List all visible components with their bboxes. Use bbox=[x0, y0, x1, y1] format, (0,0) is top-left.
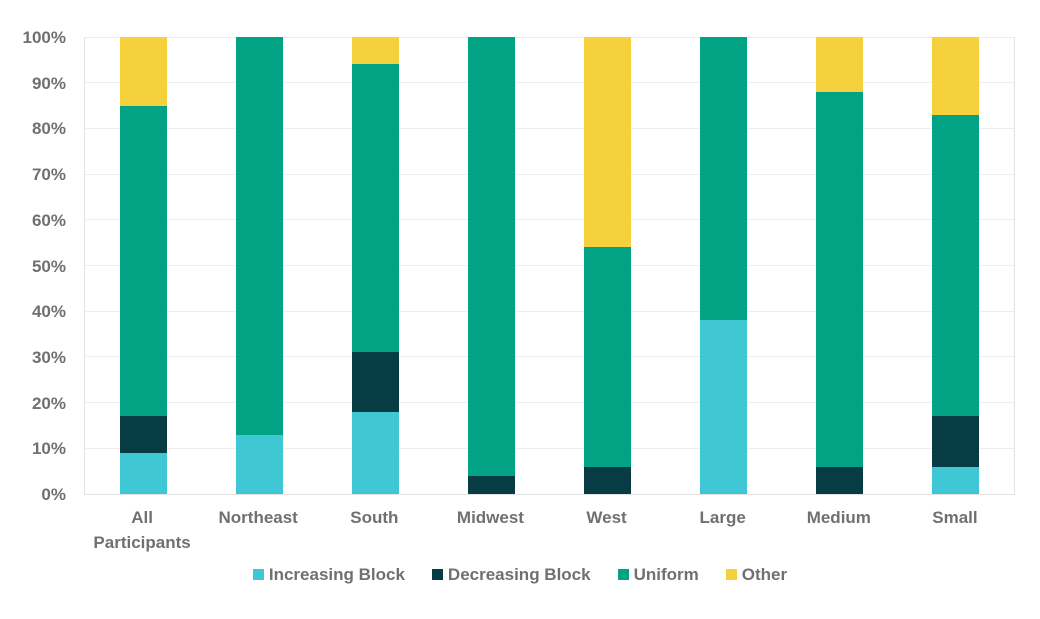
bar-column-south bbox=[351, 37, 399, 494]
legend-label: Other bbox=[741, 565, 788, 584]
bar-column-small bbox=[932, 37, 980, 494]
bar-column-northeast bbox=[235, 37, 283, 494]
bar-segment-decreasing-block bbox=[816, 466, 864, 494]
bar-segment-uniform bbox=[467, 37, 515, 476]
bar-segment-increasing-block bbox=[119, 452, 167, 494]
y-axis-tick-label: 50% bbox=[31, 256, 66, 276]
y-axis-tick-label: 10% bbox=[31, 439, 66, 459]
gridline bbox=[85, 447, 1014, 449]
bar-column-all-participants bbox=[119, 37, 167, 494]
legend-swatch-other bbox=[725, 569, 737, 580]
plot-area bbox=[84, 36, 1015, 495]
bar-segment-increasing-block bbox=[235, 434, 283, 494]
x-axis-category-label: All Participants bbox=[93, 508, 191, 552]
y-axis-tick-label: 100% bbox=[22, 28, 66, 47]
bar-segment-decreasing-block bbox=[584, 466, 632, 494]
bar-segment-uniform bbox=[816, 91, 864, 467]
gridline bbox=[85, 310, 1014, 312]
y-axis-tick-label: 0% bbox=[41, 485, 66, 504]
gridline bbox=[85, 219, 1014, 221]
legend-item-increasing-block: Increasing Block bbox=[252, 565, 405, 584]
legend-item-other: Other bbox=[725, 565, 788, 584]
gridline bbox=[85, 356, 1014, 358]
bar-segment-decreasing-block bbox=[932, 416, 980, 467]
y-axis-tick-label: 80% bbox=[31, 119, 66, 139]
x-axis-category-label: Large bbox=[699, 508, 746, 527]
x-axis-category-label: Small bbox=[932, 508, 978, 527]
x-axis-category-label: Midwest bbox=[456, 508, 524, 527]
bar-column-medium bbox=[816, 37, 864, 494]
gridline bbox=[85, 36, 1014, 38]
legend: Increasing Block Decreasing Block Uniform O… bbox=[0, 566, 1040, 583]
bar-segment-uniform bbox=[700, 37, 748, 321]
y-axis-tick-label: 70% bbox=[31, 165, 66, 185]
bar-segment-decreasing-block bbox=[351, 352, 399, 412]
gridline bbox=[85, 82, 1014, 84]
y-axis-tick-label: 30% bbox=[31, 347, 66, 367]
legend-swatch-increasing-block bbox=[252, 569, 264, 580]
y-axis-tick-label: 60% bbox=[31, 210, 66, 230]
x-axis-category-label: Medium bbox=[806, 508, 871, 527]
bar-segment-increasing-block bbox=[700, 320, 748, 494]
bar-column-west bbox=[584, 37, 632, 494]
gridline bbox=[85, 173, 1014, 175]
x-axis-category-label: South bbox=[350, 508, 399, 527]
bar-segment-decreasing-block bbox=[119, 416, 167, 453]
bar-segment-other bbox=[932, 37, 980, 115]
bar-column-midwest bbox=[467, 37, 515, 494]
gridline bbox=[85, 127, 1014, 129]
legend-swatch-uniform bbox=[617, 569, 629, 580]
legend-label: Increasing Block bbox=[268, 565, 405, 584]
legend-swatch-decreasing-block bbox=[431, 569, 443, 580]
x-axis-category-label: Northeast bbox=[218, 508, 298, 527]
bar-segment-other bbox=[816, 37, 864, 92]
legend-item-decreasing-block: Decreasing Block bbox=[431, 565, 591, 584]
bar-segment-uniform bbox=[351, 64, 399, 353]
gridline bbox=[85, 402, 1014, 404]
bar-segment-other bbox=[351, 37, 399, 65]
bar-segment-uniform bbox=[932, 114, 980, 417]
bar-segment-other bbox=[584, 37, 632, 248]
x-axis-category-label: West bbox=[586, 508, 627, 527]
bar-segment-uniform bbox=[235, 37, 283, 435]
bar-segment-decreasing-block bbox=[467, 475, 515, 494]
bar-segment-uniform bbox=[584, 247, 632, 467]
legend-label: Uniform bbox=[633, 565, 699, 584]
y-axis-tick-label: 40% bbox=[31, 302, 66, 322]
legend-item-uniform: Uniform bbox=[617, 565, 699, 584]
bar-segment-increasing-block bbox=[351, 411, 399, 494]
bar-segment-increasing-block bbox=[932, 466, 980, 494]
bar-column-large bbox=[700, 37, 748, 494]
legend-label: Decreasing Block bbox=[447, 565, 591, 584]
y-axis-tick-label: 20% bbox=[31, 393, 66, 413]
gridline bbox=[85, 265, 1014, 266]
y-axis-tick-label: 90% bbox=[31, 73, 66, 93]
bar-segment-other bbox=[119, 37, 167, 106]
bar-segment-uniform bbox=[119, 105, 167, 417]
